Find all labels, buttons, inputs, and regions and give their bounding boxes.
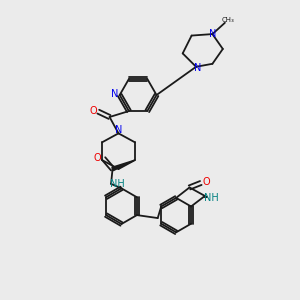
Text: N: N xyxy=(194,63,201,73)
Text: N: N xyxy=(115,125,122,135)
Text: N: N xyxy=(209,29,216,39)
Text: N: N xyxy=(111,88,118,98)
Text: O: O xyxy=(203,177,211,188)
Text: CH₃: CH₃ xyxy=(221,17,234,23)
Polygon shape xyxy=(112,160,135,171)
Text: O: O xyxy=(94,153,101,163)
Text: NH: NH xyxy=(204,194,219,203)
Text: O: O xyxy=(89,106,97,116)
Text: NH: NH xyxy=(110,179,125,189)
